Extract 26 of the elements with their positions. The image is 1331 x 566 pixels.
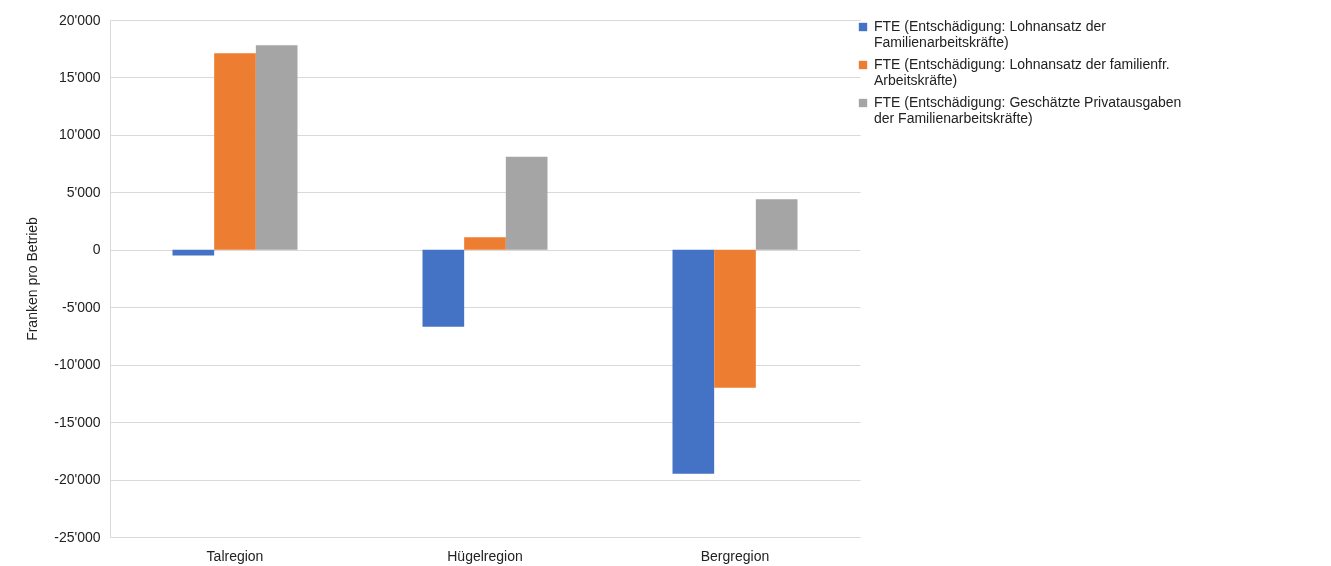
x-tick-label: Hügelregion <box>447 547 523 564</box>
bar <box>755 199 798 250</box>
legend-label: FTE (Entschädigung: Geschätzte Privatausgaben der Familienarbeitskräfte) <box>874 94 1182 126</box>
y-tick-label: 10'000 <box>58 126 101 143</box>
y-tick-label: -25'000 <box>54 528 101 545</box>
y-tick-label: 15'000 <box>58 68 101 85</box>
bar <box>172 249 215 256</box>
y-tick-label: -20'000 <box>54 471 101 488</box>
bar <box>214 53 256 250</box>
bar <box>422 249 465 327</box>
bar <box>464 237 506 250</box>
y-tick-label: 20'000 <box>58 11 101 28</box>
bar <box>714 249 756 388</box>
bar <box>505 156 548 250</box>
x-tick-label: Talregion <box>206 547 264 564</box>
y-axis-title: Franken pro Betrieb <box>24 216 41 341</box>
bar <box>255 45 298 250</box>
legend-label: FTE (Entschädigung: Lohnansatz der familienfr. Arbeitskräfte) <box>874 56 1170 88</box>
y-tick-label: -5'000 <box>62 298 101 315</box>
y-tick-label: -15'000 <box>54 413 101 430</box>
bar <box>672 249 715 474</box>
y-tick-label: 5'000 <box>66 183 101 200</box>
y-tick-label: -10'000 <box>54 356 101 373</box>
legend-label: FTE (Entschädigung: Lohnansatz der Familienarbeitskräfte) <box>874 18 1107 50</box>
y-tick-label: 0 <box>92 241 101 258</box>
x-tick-label: Bergregion <box>700 547 770 564</box>
